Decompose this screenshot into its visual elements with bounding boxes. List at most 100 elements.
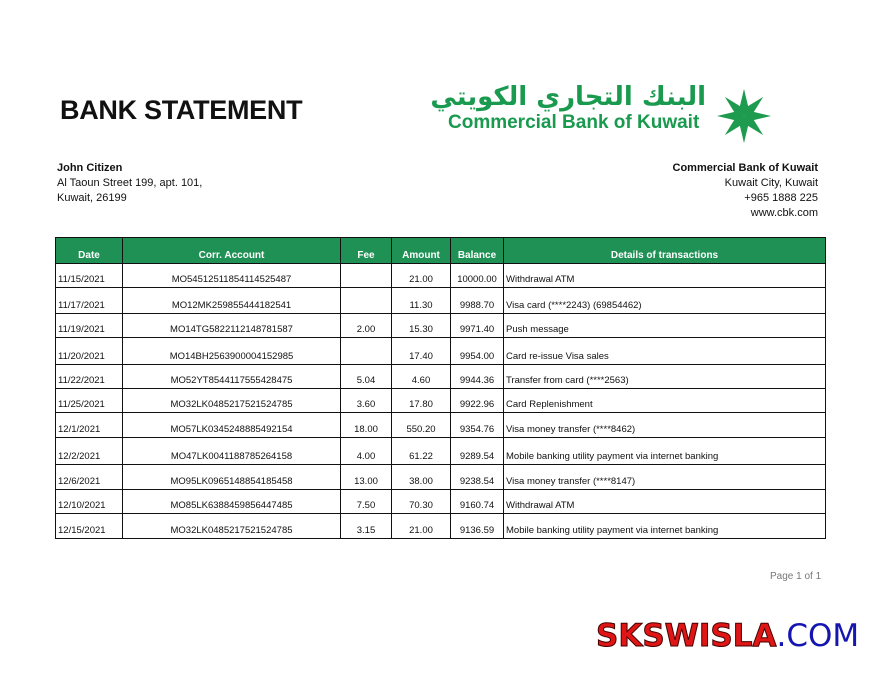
page-number: Page 1 of 1 [770,571,822,582]
cell-fee: 2.00 [340,313,392,338]
header-fee: Fee [340,237,392,264]
bank-star-logo-icon [716,88,772,144]
cell-details: Mobile banking utility payment via inter… [503,513,826,539]
watermark: SKSWISLA.COM [595,618,860,655]
cell-details: Card re-issue Visa sales [503,337,826,365]
cell-date: 11/20/2021 [55,337,123,365]
cell-corr-account: MO85LK6388459856447485 [122,489,341,514]
bank-logo-english: Commercial Bank of Kuwait [448,112,700,133]
bank-name: Commercial Bank of Kuwait [672,162,818,174]
bank-city: Kuwait City, Kuwait [724,177,818,189]
cell-corr-account: MO14TG5822112148781587 [122,313,341,338]
cell-date: 12/2/2021 [55,437,123,465]
cell-fee: 5.04 [340,364,392,389]
table-row: 11/15/2021 MO54512511854114525487 21.00 100… [55,263,826,288]
cell-details: Transfer from card (****2563) [503,364,826,389]
cell-details: Card Replenishment [503,388,826,413]
cell-date: 11/19/2021 [55,313,123,338]
cell-date: 12/6/2021 [55,464,123,490]
table-row: 12/10/2021 MO85LK6388459856447485 7.50 70.3… [55,489,826,514]
cell-fee [340,287,392,314]
cell-fee [340,337,392,365]
cell-corr-account: MO57LK0345248885492154 [122,412,341,438]
bank-logo-arabic: البنك التجاري الكويتي [430,82,706,112]
cell-details: Visa money transfer (****8462) [503,412,826,438]
cell-corr-account: MO47LK0041188785264158 [122,437,341,465]
cell-amount: 70.30 [391,489,451,514]
header-corr-account: Corr. Account [122,237,341,264]
page-title: BANK STATEMENT [60,95,303,125]
customer-address-line2: Kuwait, 26199 [57,192,127,204]
table-row: 12/15/2021 MO32LK0485217521524785 3.15 21.0… [55,513,826,539]
cell-date: 11/15/2021 [55,263,123,288]
cell-date: 12/1/2021 [55,412,123,438]
cell-date: 12/10/2021 [55,489,123,514]
cell-fee [340,263,392,288]
bank-phone: +965 1888 225 [744,192,818,204]
cell-corr-account: MO52YT8544117555428475 [122,364,341,389]
cell-details: Withdrawal ATM [503,263,826,288]
cell-fee: 4.00 [340,437,392,465]
cell-date: 11/17/2021 [55,287,123,314]
cell-fee: 3.60 [340,388,392,413]
watermark-part2: .COM [776,618,860,654]
header-balance: Balance [450,237,504,264]
customer-address-line1: Al Taoun Street 199, apt. 101, [57,177,203,189]
cell-amount: 15.30 [391,313,451,338]
cell-amount: 21.00 [391,513,451,539]
cell-date: 11/22/2021 [55,364,123,389]
table-row: 11/17/2021 MO12MK259855444182541 11.30 9988… [55,287,826,314]
watermark-part1: SKSWISLA [595,618,777,655]
cell-corr-account: MO32LK0485217521524785 [122,388,341,413]
cell-amount: 38.00 [391,464,451,490]
cell-fee: 7.50 [340,489,392,514]
cell-balance: 10000.00 [450,263,504,288]
table-row: 11/20/2021 MO14BH2563900004152985 17.40 995… [55,337,826,365]
cell-corr-account: MO95LK0965148854185458 [122,464,341,490]
cell-details: Withdrawal ATM [503,489,826,514]
cell-balance: 9922.96 [450,388,504,413]
cell-balance: 9289.54 [450,437,504,465]
cell-balance: 9988.70 [450,287,504,314]
table-row: 11/19/2021 MO14TG5822112148781587 2.00 15.3… [55,313,826,338]
cell-amount: 17.40 [391,337,451,365]
cell-corr-account: MO12MK259855444182541 [122,287,341,314]
cell-fee: 3.15 [340,513,392,539]
cell-balance: 9354.76 [450,412,504,438]
header-details: Details of transactions [503,237,826,264]
cell-balance: 9136.59 [450,513,504,539]
table-row: 12/2/2021 MO47LK0041188785264158 4.00 61.22… [55,437,826,465]
cell-amount: 11.30 [391,287,451,314]
table-header-row: Date Corr. Account Fee Amount Balance Details… [55,237,826,264]
transactions-table: Date Corr. Account Fee Amount Balance Details… [55,237,826,539]
cell-fee: 18.00 [340,412,392,438]
cell-date: 12/15/2021 [55,513,123,539]
bank-website: www.cbk.com [750,207,818,219]
cell-details: Push message [503,313,826,338]
cell-corr-account: MO14BH2563900004152985 [122,337,341,365]
cell-fee: 13.00 [340,464,392,490]
cell-amount: 61.22 [391,437,451,465]
cell-balance: 9944.36 [450,364,504,389]
cell-amount: 17.80 [391,388,451,413]
cell-balance: 9971.40 [450,313,504,338]
header-date: Date [55,237,123,264]
cell-balance: 9160.74 [450,489,504,514]
cell-details: Mobile banking utility payment via inter… [503,437,826,465]
table-row: 12/1/2021 MO57LK0345248885492154 18.00 550.… [55,412,826,438]
cell-amount: 550.20 [391,412,451,438]
cell-amount: 21.00 [391,263,451,288]
cell-details: Visa money transfer (****8147) [503,464,826,490]
table-row: 12/6/2021 MO95LK0965148854185458 13.00 38.0… [55,464,826,490]
cell-balance: 9954.00 [450,337,504,365]
cell-date: 11/25/2021 [55,388,123,413]
cell-corr-account: MO32LK0485217521524785 [122,513,341,539]
header-amount: Amount [391,237,451,264]
table-row: 11/25/2021 MO32LK0485217521524785 3.60 17.8… [55,388,826,413]
table-row: 11/22/2021 MO52YT8544117555428475 5.04 4.60… [55,364,826,389]
cell-corr-account: MO54512511854114525487 [122,263,341,288]
cell-details: Visa card (****2243) (69854462) [503,287,826,314]
cell-balance: 9238.54 [450,464,504,490]
customer-name: John Citizen [57,162,123,174]
